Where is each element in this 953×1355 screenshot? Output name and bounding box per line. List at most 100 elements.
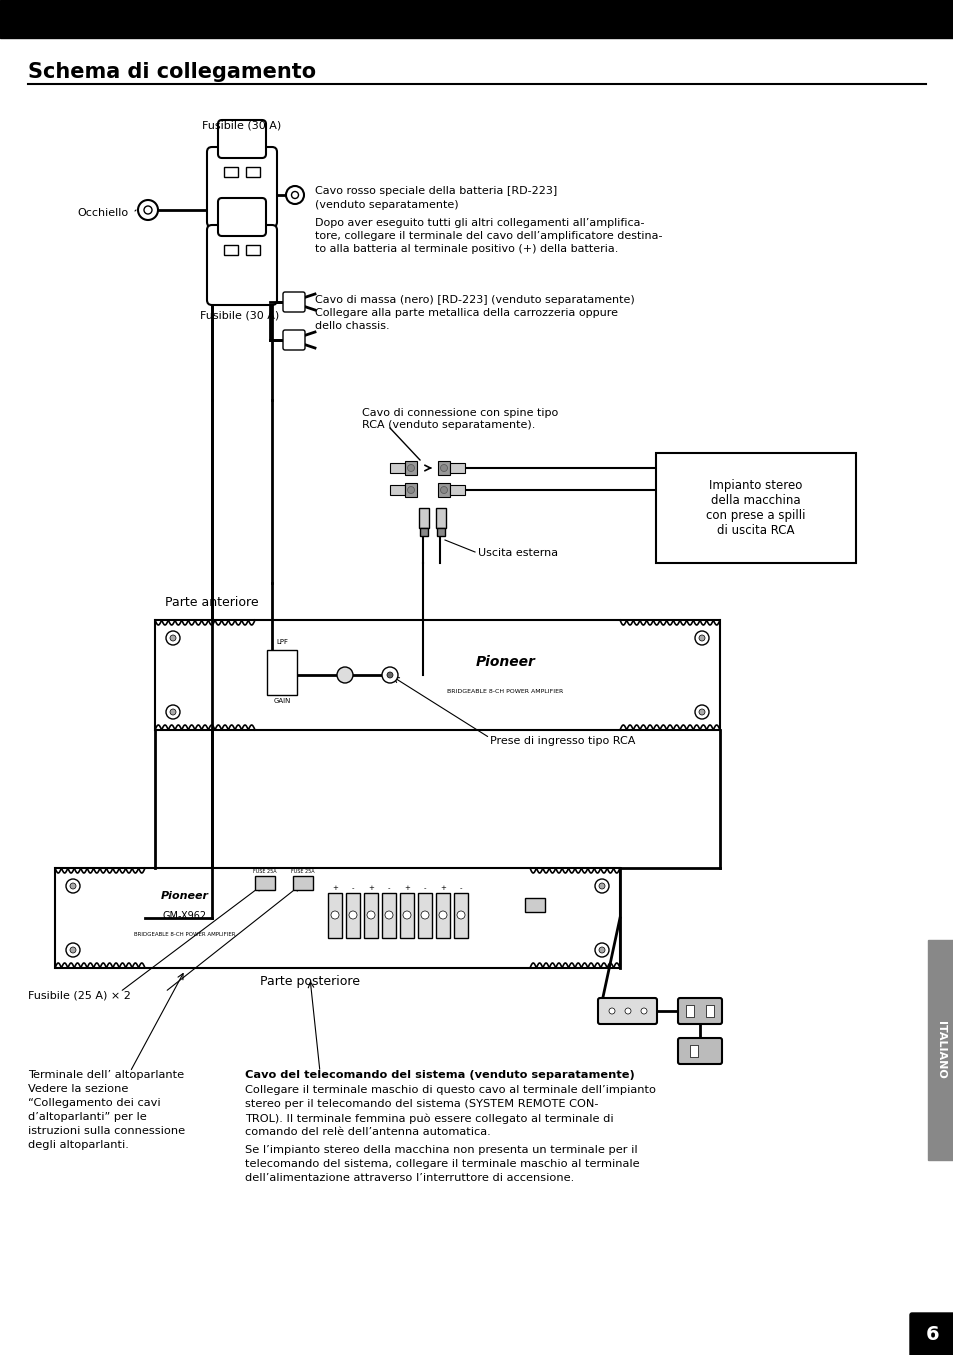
Circle shape (166, 631, 180, 645)
Text: Prese di ingresso tipo RCA: Prese di ingresso tipo RCA (490, 736, 635, 747)
Text: Collegare il terminale maschio di questo cavo al terminale dell’impianto: Collegare il terminale maschio di questo… (245, 1085, 656, 1095)
Circle shape (420, 911, 429, 919)
Circle shape (70, 883, 76, 889)
Bar (328, 893, 341, 938)
Circle shape (70, 947, 76, 953)
Bar (454, 893, 468, 938)
Text: LPF: LPF (275, 640, 288, 645)
Text: Impianto stereo
della macchina
con prese a spilli
di uscita RCA: Impianto stereo della macchina con prese… (705, 480, 805, 537)
Text: degli altoparlanti.: degli altoparlanti. (28, 1140, 129, 1150)
Bar (381, 893, 395, 938)
Text: +: + (368, 885, 374, 892)
FancyBboxPatch shape (678, 999, 721, 1024)
FancyBboxPatch shape (598, 999, 657, 1024)
Circle shape (387, 672, 393, 678)
Text: FUSE 25A: FUSE 25A (291, 869, 314, 874)
Text: to alla batteria al terminale positivo (+) della batteria.: to alla batteria al terminale positivo (… (314, 244, 618, 253)
Circle shape (407, 465, 414, 472)
Text: -: - (423, 885, 426, 892)
Text: tore, collegare il terminale del cavo dell’amplificatore destina-: tore, collegare il terminale del cavo de… (314, 230, 661, 241)
Text: Uscita esterna: Uscita esterna (477, 547, 558, 558)
Circle shape (456, 911, 464, 919)
Circle shape (440, 486, 447, 493)
Text: Fusibile (30 A): Fusibile (30 A) (200, 310, 279, 320)
Bar (0, 0, 953, 38)
Circle shape (66, 943, 80, 957)
Bar (405, 461, 416, 476)
Bar (224, 167, 237, 178)
Bar (436, 508, 446, 528)
Circle shape (138, 201, 158, 220)
Text: Cavo di connessione con spine tipo
RCA (venduto separatamente).: Cavo di connessione con spine tipo RCA (… (361, 408, 558, 430)
Text: “Collegamento dei cavi: “Collegamento dei cavi (28, 1098, 160, 1108)
Circle shape (695, 631, 708, 645)
Text: Parte anteriore: Parte anteriore (165, 596, 258, 608)
Circle shape (170, 635, 175, 641)
FancyBboxPatch shape (207, 146, 276, 228)
Bar (55, 869, 619, 967)
Text: Dopo aver eseguito tutti gli altri collegamenti all’amplifica-: Dopo aver eseguito tutti gli altri colle… (314, 218, 644, 228)
Text: dello chassis.: dello chassis. (314, 321, 389, 331)
Text: ITALIANO: ITALIANO (935, 1022, 945, 1079)
FancyBboxPatch shape (207, 225, 276, 305)
Bar (246, 245, 260, 255)
Bar (254, 875, 274, 890)
Text: TROL). Il terminale femmina può essere collegato al terminale di: TROL). Il terminale femmina può essere c… (245, 1112, 613, 1123)
Bar (390, 463, 405, 473)
Text: +: + (404, 885, 410, 892)
FancyBboxPatch shape (283, 291, 305, 312)
Text: +: + (439, 885, 445, 892)
Circle shape (367, 911, 375, 919)
Circle shape (440, 465, 447, 472)
Bar (364, 893, 377, 938)
Text: +: + (332, 885, 337, 892)
Text: Cavo del telecomando del sistema (venduto separatamente): Cavo del telecomando del sistema (vendut… (245, 1070, 634, 1080)
Bar (419, 528, 428, 537)
Circle shape (349, 911, 356, 919)
Circle shape (438, 911, 447, 919)
Circle shape (407, 486, 414, 493)
Text: Fusibile (25 A) × 2: Fusibile (25 A) × 2 (28, 991, 131, 1000)
Text: Schema di collegamento: Schema di collegamento (28, 62, 315, 83)
Bar (293, 875, 313, 890)
Bar (267, 650, 296, 695)
Circle shape (695, 705, 708, 720)
Text: BRIDGEABLE 8-CH POWER AMPLIFIER: BRIDGEABLE 8-CH POWER AMPLIFIER (447, 688, 563, 694)
Circle shape (66, 879, 80, 893)
Bar (154, 621, 720, 730)
Text: Cavo rosso speciale della batteria [RD-223]: Cavo rosso speciale della batteria [RD-2… (314, 186, 557, 196)
Bar (705, 1005, 713, 1018)
Circle shape (699, 709, 704, 715)
Text: dell’alimentazione attraverso l’interruttore di accensione.: dell’alimentazione attraverso l’interrut… (245, 1173, 574, 1183)
Text: Parte posteriore: Parte posteriore (260, 976, 359, 988)
Circle shape (331, 911, 338, 919)
Circle shape (144, 206, 152, 214)
Bar (436, 893, 450, 938)
Bar (246, 167, 260, 178)
Text: 6: 6 (925, 1325, 939, 1344)
Text: GAIN: GAIN (273, 698, 291, 705)
Text: -: - (387, 885, 390, 892)
Text: FUSE 25A: FUSE 25A (253, 869, 276, 874)
Text: Se l’impianto stereo della macchina non presenta un terminale per il: Se l’impianto stereo della macchina non … (245, 1145, 637, 1154)
Circle shape (624, 1008, 630, 1014)
Bar (224, 245, 237, 255)
Text: Cavo di massa (nero) [RD-223] (venduto separatamente): Cavo di massa (nero) [RD-223] (venduto s… (314, 295, 634, 305)
Text: Occhiello: Occhiello (77, 209, 128, 218)
Circle shape (598, 947, 604, 953)
Circle shape (385, 911, 393, 919)
Circle shape (286, 186, 304, 205)
Text: stereo per il telecomando del sistema (SYSTEM REMOTE CON-: stereo per il telecomando del sistema (S… (245, 1099, 598, 1108)
Text: istruzioni sulla connessione: istruzioni sulla connessione (28, 1126, 185, 1135)
Text: d’altoparlanti” per le: d’altoparlanti” per le (28, 1112, 147, 1122)
FancyBboxPatch shape (909, 1313, 953, 1355)
Text: Pioneer: Pioneer (161, 892, 209, 901)
Bar (346, 893, 359, 938)
Text: -: - (352, 885, 354, 892)
FancyBboxPatch shape (283, 331, 305, 350)
Text: telecomando del sistema, collegare il terminale maschio al terminale: telecomando del sistema, collegare il te… (245, 1159, 639, 1169)
Bar (417, 893, 432, 938)
Circle shape (402, 911, 411, 919)
Text: Collegare alla parte metallica della carrozzeria oppure: Collegare alla parte metallica della car… (314, 308, 618, 318)
Bar (437, 461, 450, 476)
